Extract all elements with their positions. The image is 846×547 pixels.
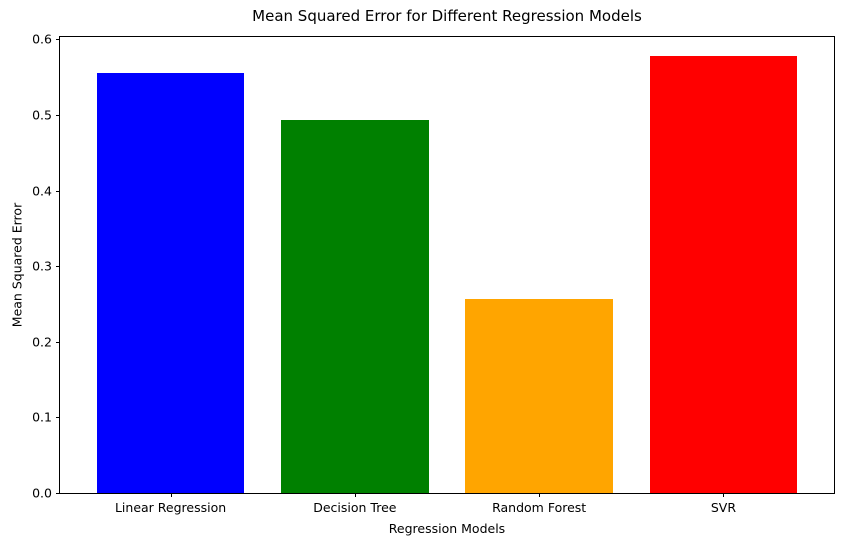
bar-decision-tree — [281, 120, 429, 493]
y-tick-label: 0.6 — [32, 31, 52, 47]
y-tick-label: 0.2 — [32, 334, 52, 350]
y-tick-mark — [56, 341, 60, 343]
x-axis-label: Regression Models — [388, 521, 506, 536]
y-tick-label: 0.3 — [32, 258, 52, 274]
x-tick-mark — [170, 493, 172, 497]
y-tick-label: 0.4 — [32, 183, 52, 198]
x-tick-mark — [539, 493, 541, 497]
y-tick-label: 0.5 — [32, 107, 52, 123]
plot-area: 0.0 0.1 0.2 0.3 0.4 0.5 0.6 Linear Regression De… — [32, 32, 835, 515]
bar-random-forest — [465, 299, 613, 493]
x-tick-label-svr: SVR — [710, 500, 737, 515]
bar-linear-regression — [96, 72, 245, 493]
y-tick-mark — [56, 266, 60, 268]
x-tick-label-linear-regression: Linear Regression — [114, 500, 227, 515]
y-tick-mark — [56, 417, 60, 419]
y-tick-mark — [56, 114, 60, 116]
y-tick-mark — [56, 39, 60, 41]
x-tick-mark — [354, 493, 356, 497]
y-tick-mark — [56, 493, 60, 494]
y-tick-label: 0.0 — [32, 485, 52, 501]
y-axis-label: Mean Squared Error — [9, 202, 25, 328]
bar-svr — [649, 55, 798, 493]
chart-title: Mean Squared Error for Different Regress… — [252, 7, 642, 25]
y-tick-mark — [56, 190, 60, 192]
x-tick-mark — [723, 493, 725, 497]
y-tick-label: 0.1 — [32, 409, 52, 425]
x-tick-label-decision-tree: Decision Tree — [313, 500, 397, 515]
x-tick-label-random-forest: Random Forest — [492, 500, 587, 515]
